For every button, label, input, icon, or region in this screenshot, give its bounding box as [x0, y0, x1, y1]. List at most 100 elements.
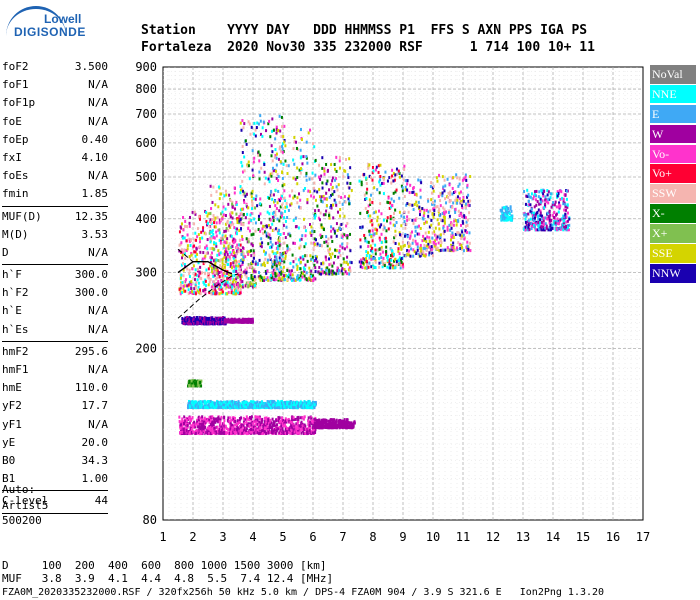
echo-point	[259, 114, 262, 118]
echo-point	[241, 151, 244, 155]
echo-point	[188, 255, 191, 259]
echo-point	[284, 205, 287, 209]
echo-point	[464, 173, 467, 177]
echo-point	[209, 218, 212, 222]
echo-point	[349, 166, 352, 170]
echo-point	[279, 160, 282, 164]
echo-point	[223, 316, 226, 320]
echo-point	[278, 147, 281, 151]
echo-point	[252, 197, 255, 201]
echo-point	[553, 211, 556, 215]
echo-point	[461, 221, 464, 225]
echo-point	[200, 384, 203, 388]
echo-point	[215, 190, 218, 194]
echo-point	[292, 147, 295, 151]
echo-point	[209, 403, 212, 407]
echo-point	[294, 177, 297, 181]
echo-point	[184, 219, 187, 223]
echo-point	[328, 195, 331, 199]
echo-point	[244, 216, 247, 220]
echo-point	[183, 321, 186, 325]
echo-point	[526, 188, 529, 192]
echo-point	[558, 201, 561, 205]
echo-point	[404, 185, 407, 189]
param-value: N/A	[88, 322, 108, 336]
param-value: N/A	[88, 304, 108, 318]
echo-point	[393, 236, 396, 240]
echo-point	[418, 232, 421, 236]
echo-point	[349, 181, 352, 185]
echo-point	[348, 157, 351, 161]
echo-point	[374, 266, 377, 270]
echo-point	[215, 267, 218, 271]
echo-point	[406, 253, 409, 257]
echo-point	[185, 419, 188, 423]
echo-point	[220, 270, 223, 274]
echo-point	[313, 237, 316, 241]
echo-point	[188, 237, 191, 241]
echo-point	[239, 268, 242, 272]
echo-point	[329, 255, 332, 259]
echo-point	[232, 320, 235, 324]
echo-point	[219, 236, 222, 240]
echo-point	[416, 245, 419, 249]
echo-point	[214, 292, 217, 296]
echo-point	[199, 400, 202, 404]
echo-point	[217, 316, 220, 320]
echo-point	[261, 263, 264, 267]
echo-point	[187, 288, 190, 292]
echo-point	[221, 424, 224, 428]
echo-point	[413, 202, 416, 206]
echo-point	[265, 129, 268, 133]
echo-point	[227, 416, 230, 420]
echo-point	[224, 234, 227, 238]
echo-point	[365, 250, 368, 254]
echo-point	[224, 265, 227, 269]
echo-point	[183, 236, 186, 240]
echo-point	[182, 420, 185, 424]
echo-point	[385, 245, 388, 249]
echo-point	[180, 248, 183, 252]
x-tick-label: 7	[339, 530, 346, 544]
echo-point	[284, 256, 287, 260]
echo-point	[282, 162, 285, 166]
echo-point	[332, 261, 335, 265]
echo-point	[201, 259, 204, 263]
param-name: h`F2	[2, 286, 29, 300]
echo-point	[253, 156, 256, 160]
echo-point	[381, 181, 384, 185]
echo-point	[194, 286, 197, 290]
echo-point	[373, 186, 376, 190]
echo-point	[551, 202, 554, 206]
echo-point	[239, 264, 242, 268]
echo-point	[237, 243, 240, 247]
echo-point	[239, 208, 242, 212]
echo-point	[312, 248, 315, 252]
echo-point	[268, 196, 271, 200]
echo-point	[319, 211, 322, 215]
echo-point	[229, 276, 232, 280]
echo-point	[259, 242, 262, 246]
echo-point	[538, 223, 541, 227]
echo-point	[242, 212, 245, 216]
echo-point	[363, 172, 366, 176]
param-name: yE	[2, 435, 16, 449]
echo-point	[201, 236, 204, 240]
echo-point	[323, 172, 326, 176]
echo-point	[257, 228, 260, 232]
echo-point	[222, 205, 225, 209]
echo-point	[242, 285, 245, 289]
echo-point	[422, 246, 425, 250]
echo-point	[530, 192, 533, 196]
echo-point	[184, 431, 187, 435]
echo-point	[231, 431, 234, 435]
echo-point	[455, 246, 458, 250]
y-tick-label: 80	[143, 513, 157, 527]
echo-point	[380, 212, 383, 216]
echo-point	[238, 238, 241, 242]
echo-point	[424, 254, 427, 258]
echo-point	[555, 219, 558, 223]
y-tick-label: 800	[135, 82, 157, 96]
echo-point	[202, 427, 205, 431]
echo-point	[211, 423, 214, 427]
